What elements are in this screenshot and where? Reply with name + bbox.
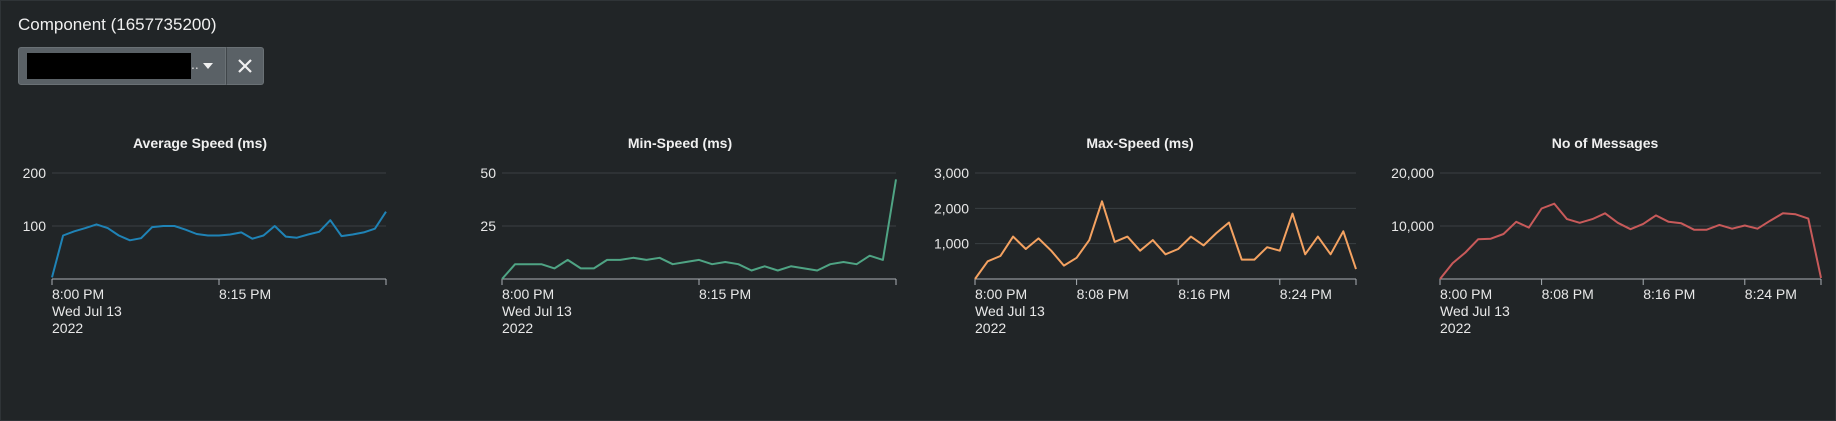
x-tick-label-line: 2022 xyxy=(52,320,83,336)
chart-svg: 25 50 8:00 PM Wed Jul 13 2022 8:15 PM xyxy=(480,165,897,336)
chart-svg: 1,000 2,000 3,000 8:00 PM Wed Jul 13 2022 8:08… xyxy=(934,165,1357,336)
x-tick-label-line: Wed Jul 13 xyxy=(502,303,572,319)
x-tick-label-line: 8:08 PM xyxy=(1542,286,1594,302)
x-tick-label-line: 8:15 PM xyxy=(219,286,271,302)
close-icon xyxy=(238,59,252,73)
y-tick-label: 2,000 xyxy=(934,200,969,216)
y-tick-label: 20,000 xyxy=(1391,165,1434,181)
series-line xyxy=(51,211,387,278)
x-tick-label: 8:16 PM xyxy=(1178,286,1230,302)
series-line xyxy=(501,179,897,280)
chart-average-speed: Average Speed (ms) 100 200 8:00 PM Wed Jul … xyxy=(10,130,390,390)
x-tick-label-line: 8:24 PM xyxy=(1745,286,1797,302)
chart-svg: 10,000 20,000 8:00 PM Wed Jul 13 2022 8:08 PM… xyxy=(1391,165,1822,336)
series-line xyxy=(1439,202,1822,280)
y-tick-label: 1,000 xyxy=(934,236,969,252)
component-filter[interactable]: .. xyxy=(18,47,264,85)
x-tick-label-line: 2022 xyxy=(1440,320,1471,336)
x-tick-label-line: 8:24 PM xyxy=(1280,286,1332,302)
x-tick-label: 8:00 PM Wed Jul 13 2022 xyxy=(502,286,572,336)
x-tick-label: 8:15 PM xyxy=(699,286,751,302)
x-tick-label: 8:00 PM Wed Jul 13 2022 xyxy=(52,286,122,336)
chart-title: Min-Speed (ms) xyxy=(627,135,733,151)
chart-title: Max-Speed (ms) xyxy=(1086,135,1194,151)
clear-filter-button[interactable] xyxy=(226,47,264,85)
chart-min-speed: Min-Speed (ms) 25 50 8:00 PM Wed Jul 13 2022… xyxy=(460,130,900,390)
x-tick-label-line: Wed Jul 13 xyxy=(52,303,122,319)
y-tick-label: 3,000 xyxy=(934,165,969,181)
x-tick-label-line: 8:00 PM xyxy=(52,286,104,302)
x-tick-label-line: Wed Jul 13 xyxy=(1440,303,1510,319)
x-tick-label-line: 2022 xyxy=(975,320,1006,336)
y-tick-label: 200 xyxy=(23,165,47,181)
x-tick-label-line: 8:16 PM xyxy=(1643,286,1695,302)
chart-messages: No of Messages 10,000 20,000 8:00 PM Wed Ju… xyxy=(1385,130,1825,390)
chart-title: Average Speed (ms) xyxy=(132,135,268,151)
y-tick-label: 50 xyxy=(480,165,496,181)
x-tick-label-line: 8:00 PM xyxy=(1440,286,1492,302)
chart-max-speed: Max-Speed (ms) 1,000 2,000 3,000 8:00 PM Wed… xyxy=(920,130,1360,390)
y-tick-label: 25 xyxy=(480,218,496,234)
x-tick-label: 8:00 PM Wed Jul 13 2022 xyxy=(1440,286,1510,336)
y-tick-label: 10,000 xyxy=(1391,218,1434,234)
x-tick-label: 8:16 PM xyxy=(1643,286,1695,302)
x-tick-label: 8:15 PM xyxy=(219,286,271,302)
redacted-selection xyxy=(27,53,191,79)
x-tick-label-line: 2022 xyxy=(502,320,533,336)
x-tick-label-line: 8:15 PM xyxy=(699,286,751,302)
x-tick-label: 8:24 PM xyxy=(1745,286,1797,302)
component-select[interactable]: .. xyxy=(18,47,226,85)
x-tick-label-line: Wed Jul 13 xyxy=(975,303,1045,319)
selection-ellipsis: .. xyxy=(191,56,199,72)
x-tick-label-line: 8:00 PM xyxy=(975,286,1027,302)
caret-down-icon[interactable] xyxy=(203,63,213,69)
chart-svg: 100 200 8:00 PM Wed Jul 13 2022 8:15 PM xyxy=(23,165,387,336)
chart-title: No of Messages xyxy=(1551,135,1659,151)
x-tick-label-line: 8:00 PM xyxy=(502,286,554,302)
x-tick-label: 8:00 PM Wed Jul 13 2022 xyxy=(975,286,1045,336)
x-tick-label-line: 8:08 PM xyxy=(1077,286,1129,302)
x-tick-label: 8:08 PM xyxy=(1077,286,1129,302)
x-tick-label-line: 8:16 PM xyxy=(1178,286,1230,302)
series-line xyxy=(974,200,1357,280)
x-tick-label: 8:24 PM xyxy=(1280,286,1332,302)
x-tick-label: 8:08 PM xyxy=(1542,286,1594,302)
panel-title: Component (1657735200) xyxy=(18,15,217,34)
y-tick-label: 100 xyxy=(23,218,47,234)
